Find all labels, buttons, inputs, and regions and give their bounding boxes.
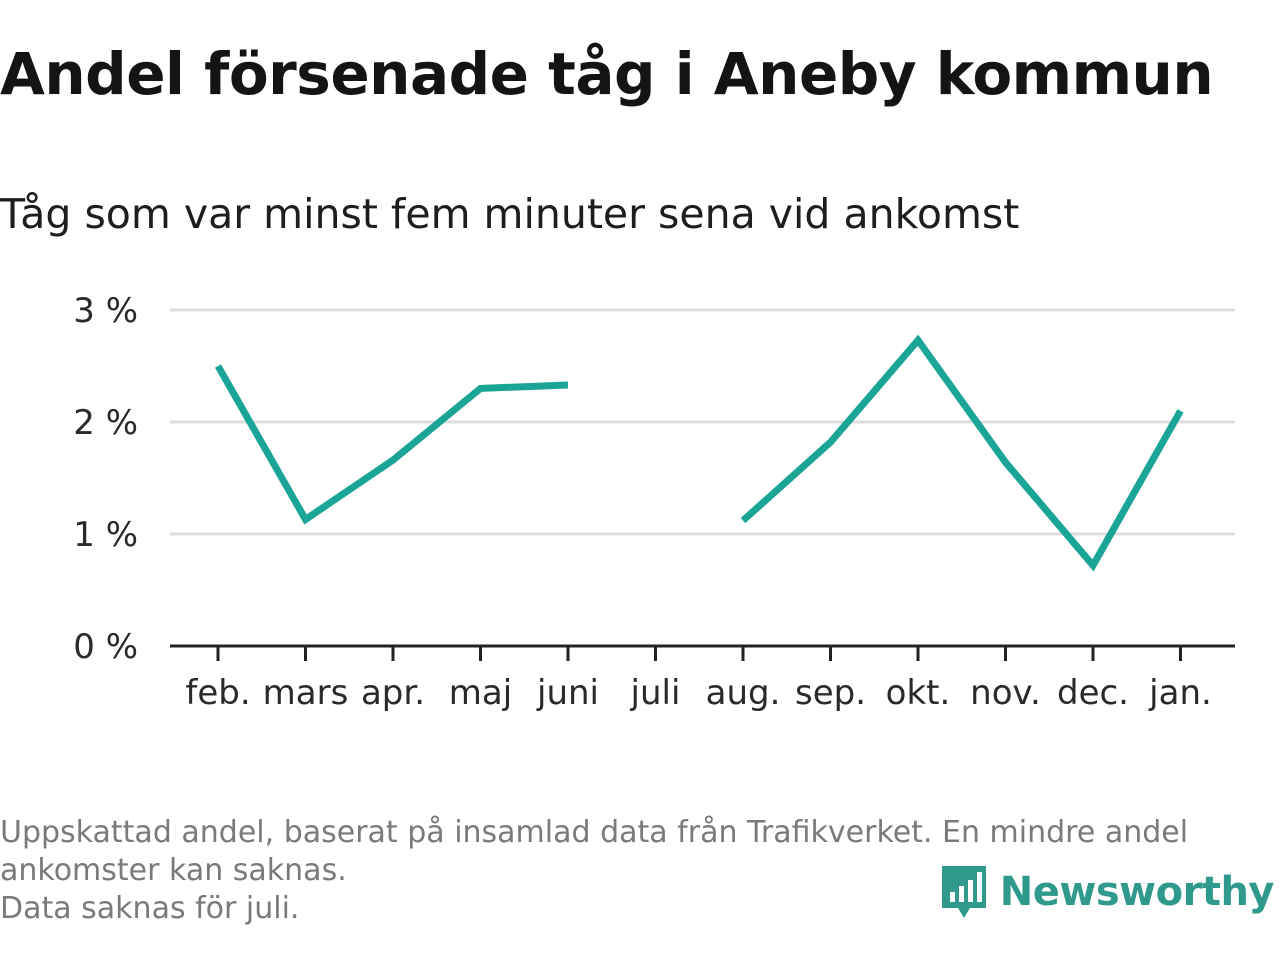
- x-axis-tick-labels: feb. mars apr. maj juni juli aug. sep. okt. nov. d…: [185, 673, 1211, 713]
- x-tick-label: maj: [449, 673, 512, 713]
- line-chart: 0 % 1 % 2 % 3 % feb. mars apr. maj juni juli aug.…: [73, 291, 1235, 713]
- x-tick-label: mars: [263, 673, 349, 713]
- x-tick-label: nov.: [970, 673, 1041, 713]
- y-tick-label: 0 %: [73, 627, 138, 667]
- x-axis: [170, 644, 1235, 661]
- series-lines: [214, 334, 1184, 572]
- newsworthy-bar-chart-icon: [941, 866, 986, 918]
- y-tick-label: 3 %: [73, 291, 138, 331]
- chart-title: Andel försenade tåg i Aneby kommun: [0, 40, 1214, 108]
- chart-subtitle: Tåg som var minst fem minuter sena vid a…: [0, 190, 1020, 238]
- footnote-line-1: Uppskattad andel, baserat på insamlad da…: [0, 815, 1189, 850]
- grid-lines: [170, 308, 1235, 536]
- footnote-line-3: Data saknas för juli.: [0, 891, 300, 926]
- x-tick-label: juli: [630, 673, 681, 713]
- brand-name: Newsworthy: [999, 869, 1275, 915]
- y-axis-tick-labels: 0 % 1 % 2 % 3 %: [73, 291, 138, 667]
- series-line-segment: [214, 364, 569, 525]
- footnote-line-2: ankomster kan saknas.: [0, 853, 347, 888]
- x-tick-label: apr.: [361, 673, 425, 713]
- series-line-segment: [740, 334, 1184, 572]
- x-tick-label: juni: [536, 673, 599, 713]
- y-tick-label: 1 %: [73, 515, 138, 555]
- brand-logo: Newsworthy: [938, 862, 1275, 922]
- footnote: Uppskattad andel, baserat på insamlad da…: [0, 814, 1270, 928]
- y-tick-label: 2 %: [73, 403, 138, 443]
- x-tick-label: feb.: [185, 673, 250, 713]
- x-tick-label: aug.: [706, 673, 781, 713]
- x-tick-label: sep.: [795, 673, 866, 713]
- x-tick-label: jan.: [1148, 673, 1212, 713]
- x-tick-label: dec.: [1057, 673, 1129, 713]
- x-tick-label: okt.: [886, 673, 951, 713]
